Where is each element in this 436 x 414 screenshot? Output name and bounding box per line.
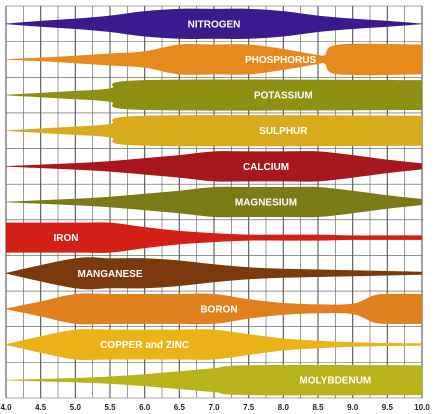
x-tick-label: 4.5 bbox=[35, 403, 47, 412]
band-label-iron: IRON bbox=[54, 233, 79, 244]
x-tick-label: 7.5 bbox=[243, 403, 255, 412]
band-label-layer: NITROGEN PHOSPHORUS POTASSIUM SULPHUR CALCIU… bbox=[54, 19, 372, 386]
band-label-phosphorus: PHOSPHORUS bbox=[245, 55, 316, 66]
band-label-molybdenum: MOLYBDENUM bbox=[299, 376, 371, 387]
band-label-calcium: CALCIUM bbox=[243, 162, 289, 173]
band-boron bbox=[6, 293, 422, 325]
band-phosphorus bbox=[6, 43, 422, 76]
x-tick-label: 5.5 bbox=[104, 403, 116, 412]
x-tick-label: 4.0 bbox=[0, 403, 12, 412]
x-tick-label: 6.5 bbox=[174, 403, 186, 412]
x-tick-label: 8.5 bbox=[312, 403, 324, 412]
band-label-nitrogen: NITROGEN bbox=[188, 19, 241, 30]
band-label-magnesium: MAGNESIUM bbox=[235, 198, 297, 209]
band-magnesium bbox=[6, 186, 422, 218]
band-label-boron: BORON bbox=[200, 304, 237, 315]
band-manganese bbox=[6, 257, 422, 290]
band-calcium bbox=[6, 151, 422, 182]
band-label-manganese: MANGANESE bbox=[77, 269, 142, 280]
x-tick-label: 9.0 bbox=[347, 403, 359, 412]
band-label-copper-and-zinc: COPPER and ZINC bbox=[100, 340, 189, 351]
band-layer bbox=[6, 8, 422, 396]
band-iron bbox=[6, 222, 422, 253]
x-tick-label: 9.5 bbox=[382, 403, 394, 412]
band-sulphur bbox=[6, 115, 422, 147]
band-copper-and-zinc bbox=[6, 329, 422, 361]
x-tick-label: 7.0 bbox=[208, 403, 220, 412]
band-label-sulphur: SULPHUR bbox=[259, 126, 308, 137]
x-tick-label: 5.0 bbox=[70, 403, 82, 412]
band-potassium bbox=[6, 79, 422, 111]
band-molybdenum bbox=[6, 364, 422, 396]
x-tick-label: 6.0 bbox=[139, 403, 151, 412]
x-tick-label: 10.0 bbox=[414, 403, 430, 412]
x-tick-label: 8.0 bbox=[278, 403, 290, 412]
x-axis-ticks: 4.0 4.5 5.0 5.5 6.0 6.5 7.0 7.5 8.0 8.5 9.0 9.5 10.0 bbox=[0, 403, 430, 412]
band-label-potassium: POTASSIUM bbox=[254, 91, 313, 102]
band-nitrogen bbox=[6, 8, 422, 39]
